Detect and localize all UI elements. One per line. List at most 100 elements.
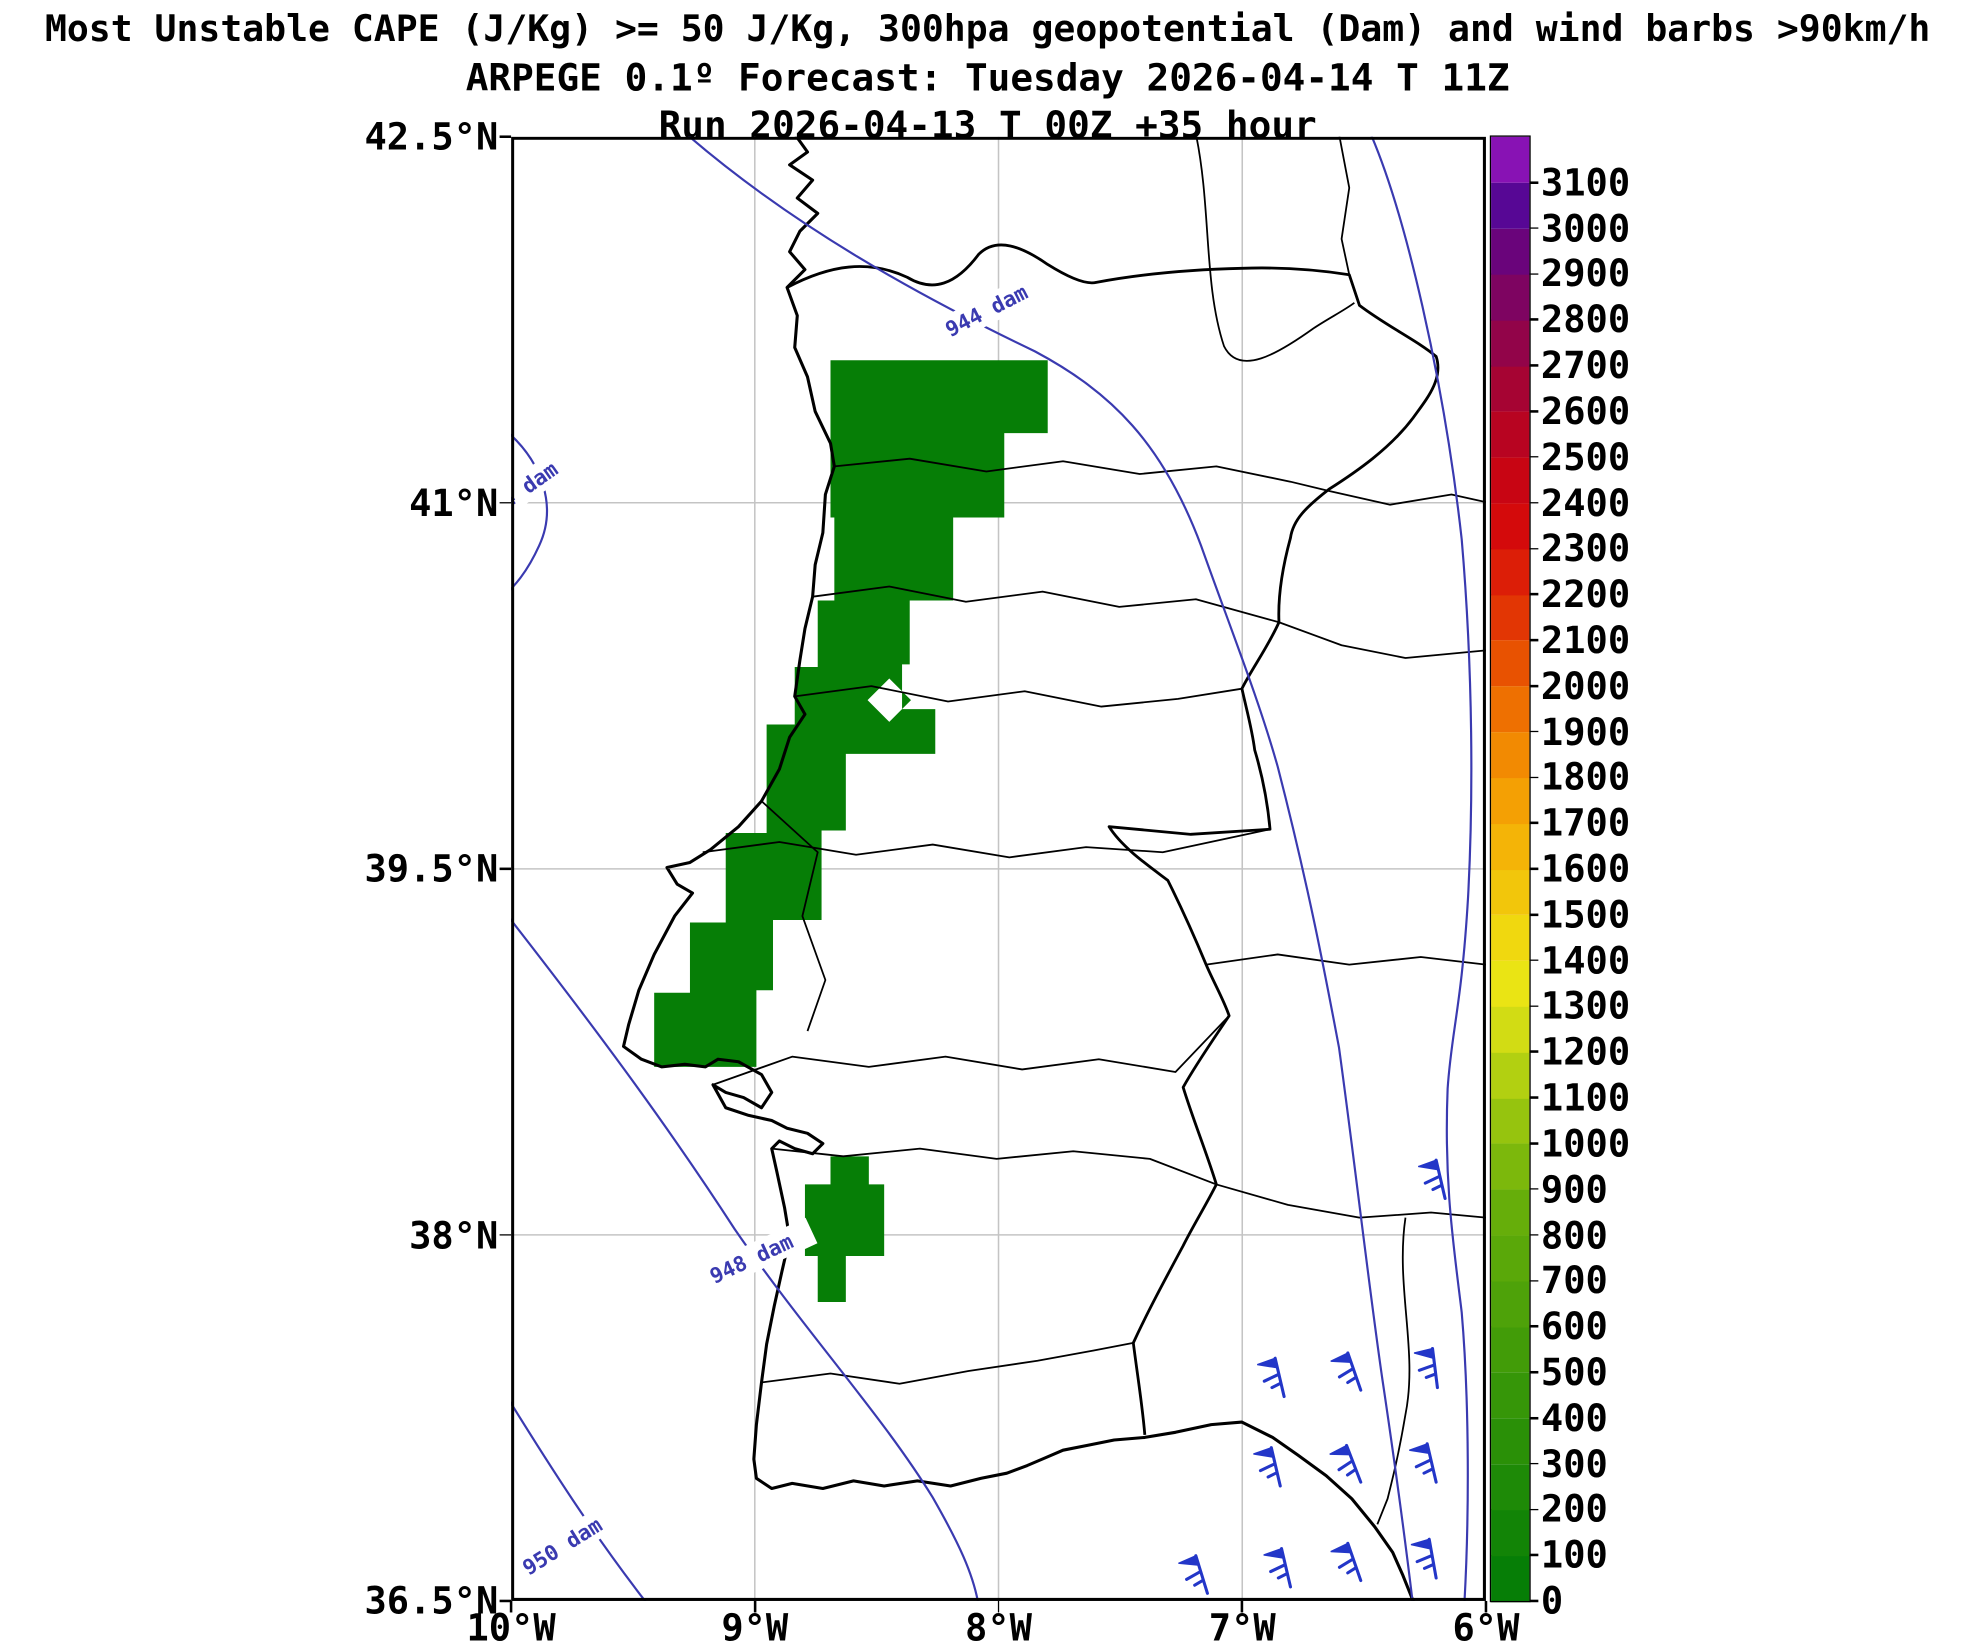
lat-tick-mark xyxy=(499,1599,512,1602)
lon-tick-mark xyxy=(510,1600,513,1613)
colorbar-segment xyxy=(1491,685,1530,733)
colorbar-tick-label: 2900 xyxy=(1540,252,1631,296)
lat-tick-label: 41°N xyxy=(409,481,499,525)
colorbar-segment xyxy=(1491,228,1530,275)
colorbar-segment xyxy=(1491,1463,1530,1511)
lat-tick-label: 38°N xyxy=(409,1213,499,1257)
contour-label-text: 944 dam xyxy=(511,456,562,527)
colorbar-segment xyxy=(1491,548,1530,595)
wind-barb-flag xyxy=(1330,1542,1352,1554)
wind-barb xyxy=(1257,1356,1286,1399)
wind-barb-full xyxy=(1258,1462,1276,1473)
contour-label-bg xyxy=(920,267,1052,354)
wind-barb xyxy=(1410,1537,1438,1580)
lat-tick-mark xyxy=(499,501,512,504)
lon-tick-label: 9°W xyxy=(721,1606,789,1650)
colorbar-tick-mark xyxy=(1529,1142,1539,1145)
district-line xyxy=(834,457,1328,492)
contour-944-left-edge xyxy=(511,433,548,591)
contour-948 xyxy=(511,918,979,1601)
colorbar-segment xyxy=(1491,1051,1530,1099)
colorbar-tick-label: 1500 xyxy=(1540,892,1631,937)
colorbar-tick-label: 3000 xyxy=(1540,206,1631,250)
contour-950 xyxy=(511,1401,647,1601)
colorbar-tick-mark xyxy=(1529,1462,1539,1465)
wind-barb-flag xyxy=(1413,1347,1435,1360)
portugal-spain-border xyxy=(786,243,1440,1435)
wind-barb xyxy=(1263,1547,1293,1589)
district-line xyxy=(1338,136,1351,275)
colorbar-tick-label: 2000 xyxy=(1540,664,1631,708)
coastline xyxy=(621,136,1415,1601)
colorbar-segment xyxy=(1491,1143,1530,1190)
colorbar-tick-label: 2200 xyxy=(1540,572,1631,617)
colorbar-segment xyxy=(1491,502,1530,550)
colorbar-segment xyxy=(1491,365,1530,412)
colorbar-tick-mark xyxy=(1529,272,1539,275)
lat-tick-mark xyxy=(499,867,512,870)
colorbar-tick-label: 1300 xyxy=(1540,984,1631,1028)
colorbar-tick-mark xyxy=(1529,1050,1539,1053)
wind-barb-full xyxy=(1414,1458,1432,1469)
colorbar-tick-mark xyxy=(1529,1325,1539,1328)
wind-barb-half xyxy=(1422,1467,1434,1475)
colorbar-segment xyxy=(1491,1097,1530,1145)
colorbar-tick-label: 1000 xyxy=(1540,1121,1631,1166)
colorbar-tick-label: 900 xyxy=(1540,1167,1608,1211)
lon-tick-label: 6°W xyxy=(1452,1606,1520,1650)
district-line xyxy=(1327,489,1486,506)
wind-barb-half xyxy=(1422,1563,1434,1570)
colorbar-tick-mark xyxy=(1529,1416,1539,1419)
colorbar-tick-mark xyxy=(1529,867,1539,870)
colorbar-segment xyxy=(1491,823,1530,870)
figure-title-line2: ARPEGE 0.1º Forecast: Tuesday 2026-04-14… xyxy=(465,56,1510,100)
colorbar-tick-label: 600 xyxy=(1540,1304,1608,1349)
wind-barb xyxy=(1330,1541,1363,1583)
wind-barb-flag xyxy=(1257,1357,1278,1369)
colorbar-tick-mark xyxy=(1529,1233,1539,1236)
colorbar-tick-mark xyxy=(1529,1508,1539,1511)
district-line xyxy=(1376,1217,1411,1525)
colorbar-tick-label: 100 xyxy=(1540,1533,1608,1577)
colorbar-segment xyxy=(1491,457,1530,504)
colorbar-segment xyxy=(1491,1189,1530,1236)
wind-barb-flag xyxy=(1330,1352,1352,1363)
colorbar-tick-mark xyxy=(1529,364,1539,367)
colorbar-segment xyxy=(1491,319,1530,367)
wind-barb-half xyxy=(1346,1566,1357,1575)
wind-barb-full xyxy=(1415,1554,1433,1564)
cape-region-south xyxy=(804,1156,885,1302)
colorbar-tick-label: 700 xyxy=(1540,1258,1608,1303)
colorbar-tick-mark xyxy=(1529,730,1539,733)
district-line xyxy=(1278,621,1486,659)
colorbar-tick-mark xyxy=(1529,1371,1539,1374)
colorbar-tick-mark xyxy=(1529,776,1539,779)
wind-barb-half xyxy=(1346,1376,1357,1385)
colorbar-segment xyxy=(1491,1234,1530,1282)
district-line xyxy=(760,800,827,1032)
wind-barb-full xyxy=(1185,1570,1202,1581)
wind-barb-flag xyxy=(1410,1538,1432,1550)
colorbar-tick-mark xyxy=(1529,501,1539,504)
wind-barb xyxy=(1413,1346,1439,1390)
lat-tick-label: 42.5°N xyxy=(364,114,499,159)
wind-barb xyxy=(1178,1554,1209,1595)
lon-tick-mark xyxy=(753,1600,756,1613)
colorbar-segment xyxy=(1491,594,1530,641)
colorbar-tick-mark xyxy=(1529,227,1539,230)
colorbar-tick-mark xyxy=(1529,822,1539,825)
colorbar-outline xyxy=(1489,135,1531,1603)
wind-barb-full xyxy=(1417,1363,1435,1372)
wind-barb-half xyxy=(1424,1372,1436,1379)
colorbar-tick-label: 2500 xyxy=(1540,435,1631,479)
district-line xyxy=(712,1015,1230,1086)
lat-tick-label: 39.5°N xyxy=(364,847,499,891)
colorbar-segment xyxy=(1491,1509,1530,1556)
wind-barb xyxy=(1330,1351,1363,1392)
colorbar-tick-mark xyxy=(1529,318,1539,321)
wind-barb-half xyxy=(1276,1572,1288,1580)
colorbar-segment xyxy=(1491,1372,1530,1419)
wind-barb-half xyxy=(1431,1184,1443,1192)
district-line xyxy=(794,685,1243,708)
colorbar-tick-mark xyxy=(1529,1096,1539,1099)
